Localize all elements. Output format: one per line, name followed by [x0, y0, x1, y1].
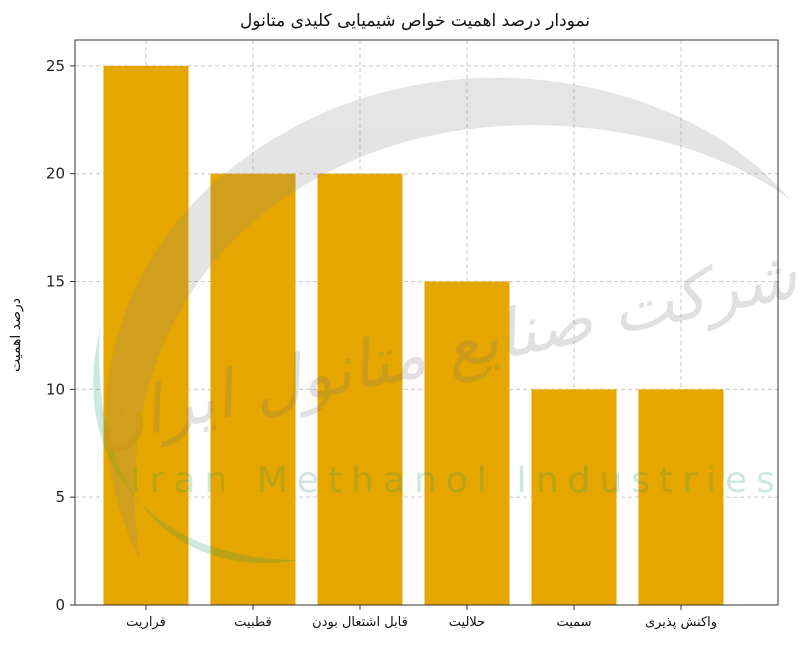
- plot-frame: [74, 39, 779, 606]
- axes: 0 5 10 15 20 25 فراریت قطبیت قابل اشتعال بودن حلا…: [46, 39, 779, 630]
- bar-5: [638, 389, 724, 605]
- bar-0: [103, 65, 189, 605]
- y-tick-label: 20: [46, 165, 65, 183]
- y-axis-label: درصد اهمیت: [8, 298, 24, 372]
- watermark-swoosh-gray: [105, 77, 790, 561]
- x-tick-label: فراریت: [126, 615, 166, 630]
- bars: [103, 65, 724, 606]
- x-tick-label: حلالیت: [449, 615, 485, 630]
- y-tick-label: 5: [55, 488, 65, 506]
- x-tick-label: واکنش پذیری: [645, 615, 717, 630]
- chart-title: نمودار درصد اهمیت خواص شیمیایی کلیدی متا…: [240, 11, 590, 31]
- bar-3: [424, 281, 510, 605]
- x-tick-label: قابل اشتعال بودن: [312, 615, 408, 630]
- y-tick-label: 10: [46, 380, 65, 398]
- y-tick-label: 25: [46, 57, 65, 75]
- bar-4: [531, 389, 617, 605]
- bar-2: [317, 173, 403, 606]
- y-tick-label: 0: [55, 596, 65, 614]
- x-tick-label: قطبیت: [234, 615, 272, 630]
- y-tick-label: 15: [46, 273, 65, 291]
- x-tick-label: سمیت: [556, 615, 591, 630]
- bar-1: [210, 173, 296, 606]
- watermark: شرکت صنایع متانول ایران Iran Methanol In…: [87, 77, 800, 564]
- watermark-text-en: Iran Methanol Industries Co: [130, 460, 800, 501]
